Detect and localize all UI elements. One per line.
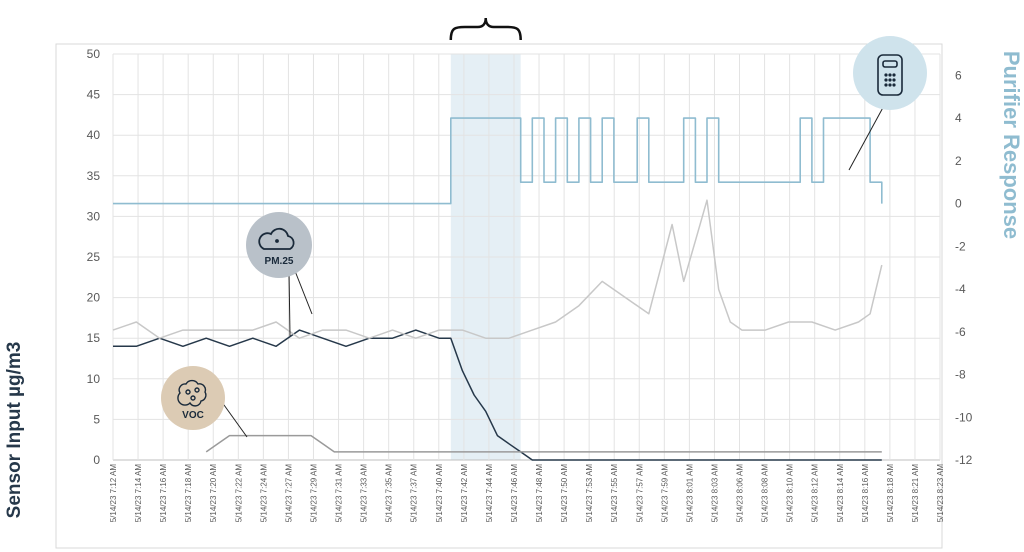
x-tick-label: 5/14/23 7:53 AM [585,464,594,523]
x-tick-label: 5/14/23 7:50 AM [560,464,569,523]
x-tick-label: 5/14/23 7:12 AM [109,464,118,523]
x-tick-label: 5/14/23 7:59 AM [660,464,669,523]
y2-tick-label: -6 [955,325,966,339]
cloud-icon [258,227,295,250]
x-tick-label: 5/14/23 8:16 AM [861,464,870,523]
series-line-3 [113,117,883,205]
x-tick-label: 5/14/23 7:57 AM [635,464,644,523]
series-line-0 [113,329,882,461]
y-tick-label: 50 [87,47,101,61]
x-tick-label: 5/14/23 8:23 AM [936,464,945,523]
pm25-badge-circle [246,212,312,278]
y-tick-label: 40 [87,128,101,142]
x-tick-label: 5/14/23 8:12 AM [811,464,820,523]
x-tick-label: 5/14/23 7:55 AM [610,464,619,523]
y2-tick-label: -4 [955,282,966,296]
x-tick-label: 5/14/23 7:46 AM [510,464,519,523]
pm25-connector-1 [288,270,291,337]
chart-area-border [55,43,943,549]
x-tick-label: 5/14/23 8:08 AM [761,464,770,523]
right-axis-ticks: -12 -10 -8 -6 -4 -2 0 2 4 6 [955,68,973,467]
series-lines [112,117,883,461]
purifier-badge-circle [853,36,927,110]
x-tick-label: 5/14/23 7:14 AM [134,464,143,523]
y2-tick-label: 0 [955,197,962,211]
y2-tick-label: 2 [955,154,962,168]
x-tick-label: 5/14/23 8:03 AM [710,464,719,523]
x-tick-label: 5/14/23 7:48 AM [535,464,544,523]
y-tick-label: 15 [87,331,101,345]
x-tick-label: 5/14/23 7:27 AM [284,464,293,523]
y2-tick-label: 4 [955,111,962,125]
y2-tick-label: -8 [955,368,966,382]
y2-tick-label: -12 [955,453,973,467]
pm25-badge: PM.25 [246,212,312,278]
x-tick-label: 5/14/23 7:35 AM [385,464,394,523]
x-tick-label: 5/14/23 7:37 AM [410,464,419,523]
y-tick-label: 35 [87,169,101,183]
x-axis-ticks: 5/14/23 7:12 AM 5/14/23 7:14 AM 5/14/23 7:… [109,464,945,523]
right-axis-title: Purifier Response [999,51,1024,239]
series-line-1 [112,199,883,339]
y-tick-label: 20 [87,291,101,305]
series-line-2 [205,434,882,453]
brace-marker [449,17,522,41]
voc-label: VOC [182,410,204,421]
purifier-badge [853,36,927,110]
x-tick-label: 5/14/23 7:33 AM [360,464,369,523]
pm25-label: PM.25 [265,256,294,267]
x-tick-label: 5/14/23 8:06 AM [736,464,745,523]
x-tick-label: 5/14/23 8:10 AM [786,464,795,523]
x-tick-label: 5/14/23 7:18 AM [184,464,193,523]
y-tick-label: 10 [87,372,101,386]
y-tick-label: 45 [87,88,101,102]
x-tick-label: 5/14/23 8:18 AM [886,464,895,523]
x-tick-label: 5/14/23 8:14 AM [836,464,845,523]
y2-tick-label: -10 [955,410,973,424]
y-tick-label: 0 [93,453,100,467]
air-purifier-icon [877,54,903,96]
purifier-connector [848,101,887,171]
x-tick-label: 5/14/23 7:44 AM [485,464,494,523]
y-tick-label: 5 [93,412,100,426]
y2-tick-label: 6 [955,68,962,82]
x-tick-label: 5/14/23 7:29 AM [309,464,318,523]
left-axis-title: Sensor Input µg/m3 [4,342,25,519]
x-tick-label: 5/14/23 8:01 AM [685,464,694,523]
x-tick-label: 5/14/23 7:22 AM [234,464,243,523]
pm25-connector-2 [294,270,313,315]
y2-tick-label: -2 [955,239,966,253]
voc-badge-circle [161,366,225,430]
x-tick-label: 5/14/23 7:31 AM [335,464,344,523]
x-tick-label: 5/14/23 7:42 AM [460,464,469,523]
y-tick-label: 30 [87,209,101,223]
x-tick-label: 5/14/23 7:16 AM [159,464,168,523]
voc-badge: VOC [161,366,225,430]
left-axis-ticks: 0 5 10 15 20 25 30 35 40 45 50 [87,47,101,467]
y-tick-label: 25 [87,250,101,264]
molecule-icon [177,379,207,407]
x-tick-label: 5/14/23 7:20 AM [209,464,218,523]
x-tick-label: 5/14/23 7:24 AM [259,464,268,523]
x-tick-label: 5/14/23 8:21 AM [911,464,920,523]
annotation-connectors [218,101,887,438]
x-tick-label: 5/14/23 7:40 AM [435,464,444,523]
grid [112,53,941,461]
